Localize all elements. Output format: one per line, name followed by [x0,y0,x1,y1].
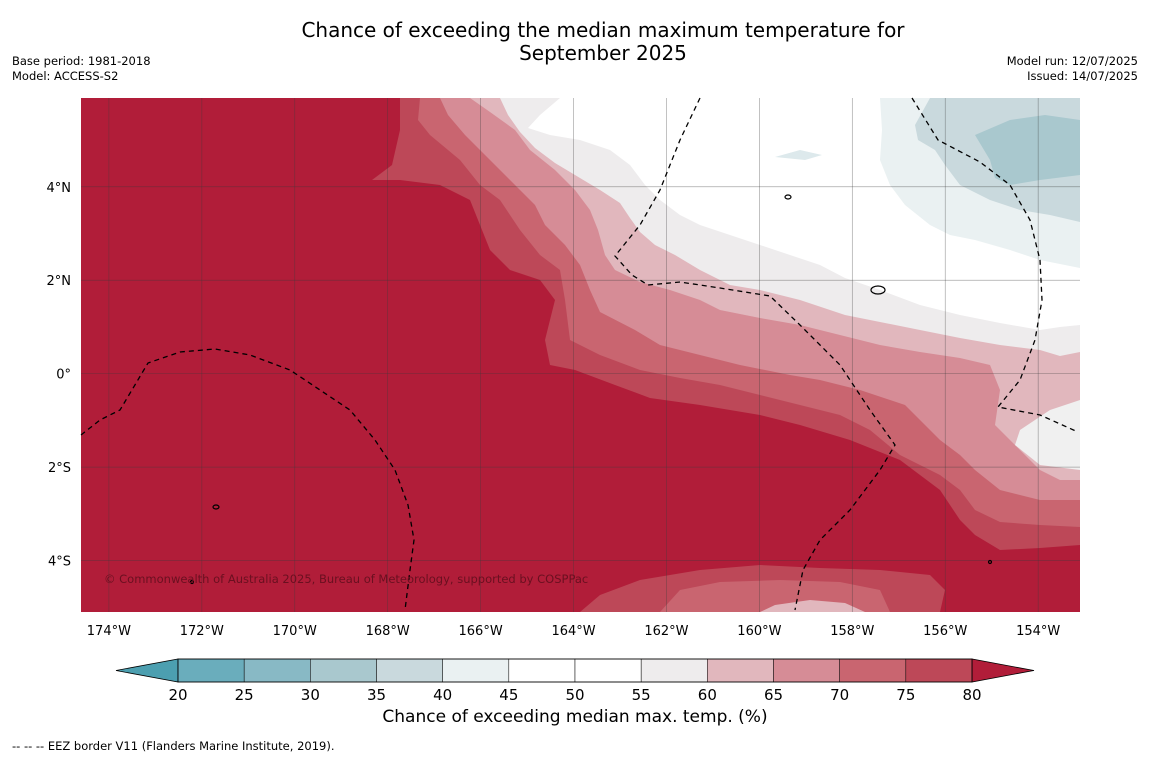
colorbar-tick-label: 70 [830,686,849,704]
colorbar-tick-label: 30 [301,686,320,704]
island-west-atoll [212,504,220,510]
colorbar-tick-label: 60 [698,686,717,704]
colorbar-tick-label: 35 [367,686,386,704]
probability-field [81,98,1080,612]
title-line-2: September 2025 [519,41,687,65]
colorbar-segment [310,658,377,683]
lon-tick-label: 166°W [459,624,503,639]
probability-map: © Commonwealth of Australia 2025, Bureau… [47,97,1080,704]
model-run-text: Model run: 12/07/2025 [1006,54,1138,68]
band-light-blue-island [775,150,822,160]
issued-text: Issued: 14/07/2025 [1027,69,1138,83]
colorbar-segment [839,658,907,683]
colorbar-segment [376,658,443,683]
band-40-45-east [1015,400,1080,470]
islands [189,194,993,585]
eez-border-central [614,97,896,611]
colorbar-tick-label: 50 [565,686,584,704]
lon-tick-label: 174°W [87,624,131,639]
colorbar-tick-label: 25 [235,686,254,704]
island-small-south [189,579,195,585]
colorbar: 20 25 30 35 40 45 50 55 60 65 70 75 80 [115,658,1035,704]
island-north-atoll [784,194,792,200]
colorbar-under-arrow [115,658,179,683]
grid-lines [81,98,1080,612]
lon-tick-label: 164°W [551,624,595,639]
lon-tick-label: 162°W [644,624,688,639]
colorbar-segment [442,658,510,683]
colorbar-tick-label: 55 [632,686,651,704]
band-30-35 [975,115,1080,185]
colorbar-frame [177,658,973,683]
eez-border-west [80,348,415,611]
lon-tick-label: 156°W [923,624,967,639]
lat-tick-label: 2°N [47,274,72,289]
colorbar-segment [773,658,840,683]
title-line-1: Chance of exceeding the median maximum t… [301,18,905,42]
colorbar-tick-label: 80 [962,686,981,704]
colorbar-title: Chance of exceeding median max. temp. (%… [382,707,768,727]
eez-footnote: -- -- -- EEZ border V11 (Flanders Marine… [12,739,335,753]
colorbar-segment [177,658,245,683]
island-kiritimati [870,285,886,295]
colorbar-segment [574,658,642,683]
colorbar-segment [243,658,311,683]
colorbar-over-arrow [971,658,1035,683]
colorbar-tick-label: 45 [499,686,518,704]
left-metadata: Base period: 1981-2018 Model: ACCESS-S2 [12,54,151,84]
lon-tick-label: 160°W [737,624,781,639]
lat-tick-label: 4°S [48,555,71,570]
colorbar-segment [640,658,708,683]
island-small-east [987,559,993,565]
lat-tick-label: 2°S [48,461,71,476]
band-70-75-south [760,600,865,612]
lon-tick-label: 154°W [1016,624,1060,639]
lat-tick-label: 0° [56,368,71,383]
base-period-text: Base period: 1981-2018 [12,54,151,68]
axis-labels: 174°W 172°W 170°W 168°W 166°W 164°W 162°W 160°W… [47,181,1061,639]
lon-tick-label: 158°W [830,624,874,639]
lon-tick-label: 168°W [366,624,410,639]
colorbar-tick-label: 20 [168,686,187,704]
model-text: Model: ACCESS-S2 [12,69,119,83]
right-metadata: Model run: 12/07/2025 Issued: 14/07/2025 [1007,54,1138,84]
copyright-text: © Commonwealth of Australia 2025, Bureau… [104,572,588,586]
colorbar-segment [707,658,774,683]
lon-tick-label: 172°W [180,624,224,639]
colorbar-segment [508,658,576,683]
lat-tick-label: 4°N [47,181,72,196]
eez-border-east [911,97,1079,433]
colorbar-segment [905,658,973,683]
eez-borders [80,97,1079,611]
colorbar-tick-label: 40 [433,686,452,704]
colorbar-tick-label: 65 [764,686,783,704]
colorbar-tick-label: 75 [896,686,915,704]
lon-tick-label: 170°W [273,624,317,639]
map-title: Chance of exceeding the median maximum t… [0,19,1150,65]
